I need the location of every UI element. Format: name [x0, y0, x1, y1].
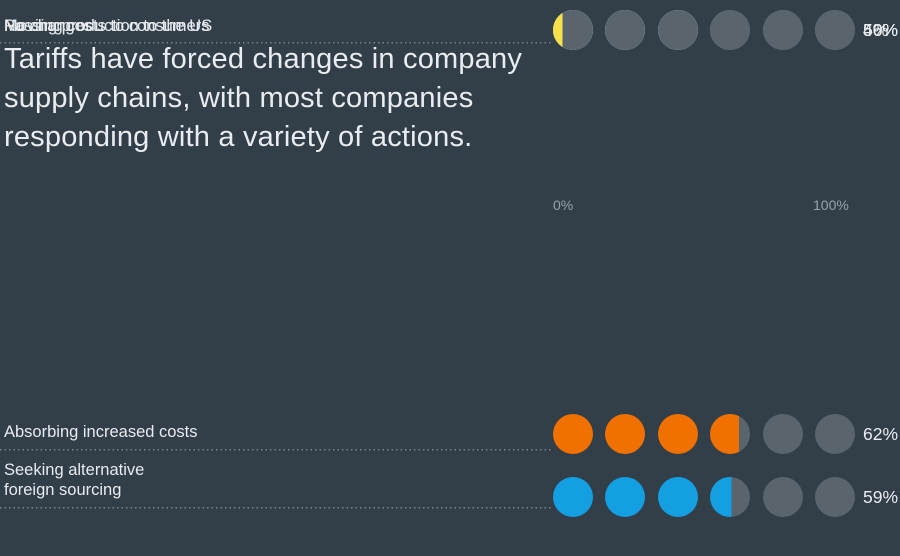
- chart-title: Tariffs have forced changes in company s…: [4, 40, 522, 157]
- chart-row-absorbing-costs: Absorbing increased costs 62%: [0, 404, 900, 464]
- axis-label-0pct: 0%: [553, 197, 574, 213]
- dot: [657, 10, 698, 50]
- row-label: Passing costs to consumers: [4, 17, 210, 35]
- row-value: 4%: [863, 20, 889, 40]
- dot: [605, 477, 646, 517]
- dot: [710, 10, 751, 50]
- row-label: Absorbing increased costs: [4, 423, 198, 441]
- dot: [710, 477, 751, 517]
- dot: [553, 477, 593, 517]
- dotted-leader-line: [0, 449, 551, 451]
- row-label: Seeking alternative foreign sourcing: [4, 461, 145, 499]
- chart-row-alt-sourcing: Seeking alternative foreign sourcing 59%: [0, 461, 900, 527]
- dot: [814, 10, 855, 50]
- dot: [814, 414, 855, 454]
- chart-title-line: responding with a variety of actions.: [4, 121, 473, 153]
- dot: [553, 10, 593, 50]
- dot-track: [553, 10, 855, 50]
- dot-track: [553, 414, 855, 454]
- dotted-leader-line: [0, 42, 551, 44]
- dot: [605, 414, 646, 454]
- row-label: Moving production to the US: [4, 17, 213, 35]
- row-value: 62%: [863, 424, 899, 444]
- row-value: 50%: [863, 20, 899, 40]
- dotted-leader-line: [0, 507, 551, 509]
- dot-track: [553, 477, 855, 517]
- chart-row-no-changes: No changes 4%: [0, 0, 900, 60]
- dot: [657, 414, 698, 454]
- dot: [814, 477, 855, 517]
- dot: [762, 414, 803, 454]
- dot: [657, 477, 698, 517]
- axis-label-100pct: 100%: [813, 197, 849, 213]
- row-value: 56%: [863, 20, 899, 40]
- row-value: 59%: [863, 487, 899, 507]
- dot: [553, 414, 593, 454]
- chart-title-line: Tariffs have forced changes in company: [4, 43, 523, 75]
- dot: [762, 477, 803, 517]
- dot: [605, 10, 646, 50]
- dot: [710, 414, 751, 454]
- dot: [762, 10, 803, 50]
- row-label: No changes: [4, 17, 93, 35]
- chart-title-line: supply chains, with most companies: [4, 82, 474, 114]
